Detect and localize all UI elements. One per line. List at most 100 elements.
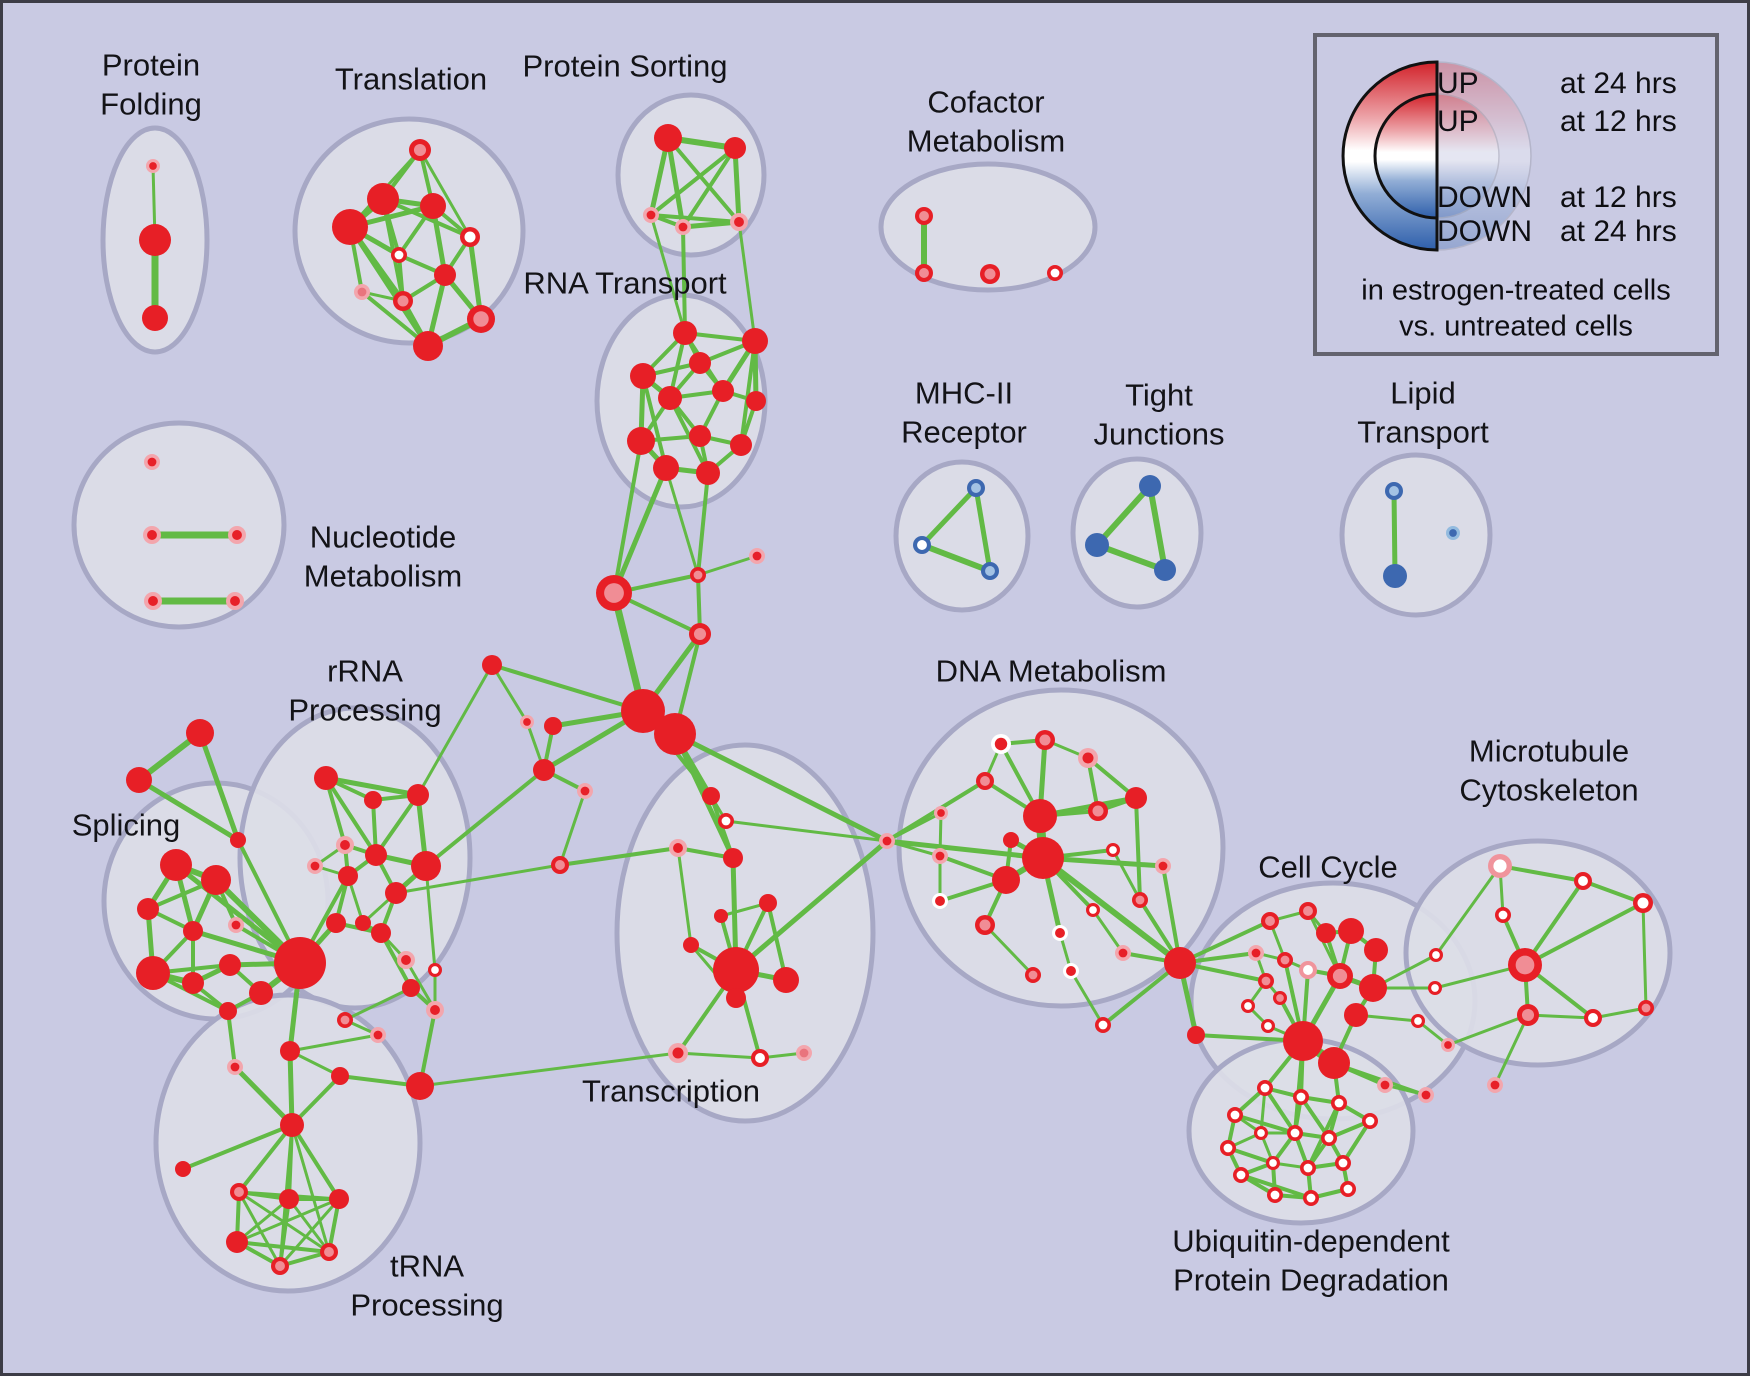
node-j3 [1154,559,1176,581]
cluster-lipid-transport-ellipse [1339,452,1493,618]
node-cc4 [1338,918,1364,944]
cluster-translation-label-line0: Translation [335,62,487,97]
edge-ub5-ub13 [1341,1119,1372,1165]
node-ub7 [1254,1126,1268,1140]
legend-glyph-left-half [1341,60,1439,252]
edge-x2-x3 [136,777,241,843]
node-r10 [730,434,752,456]
node-rr4 [336,836,354,854]
node-d18 [1115,945,1131,961]
node-s4 [675,219,691,235]
node-mc6 [1633,893,1653,913]
node-d10 [1106,843,1120,857]
node-mc3 [1508,948,1542,982]
node-mc10 [1487,1077,1503,1093]
edge-dg2-d19 [1040,855,1183,966]
node-hbs1 [690,567,706,583]
node-n2 [143,526,161,544]
node-rr11 [355,915,371,931]
cluster-protein-folding-label-line0: Protein [102,48,200,83]
node-ub10 [1233,1167,1249,1183]
node-x2 [126,767,152,793]
node-r8 [689,425,711,447]
node-nd2 [520,715,534,729]
edge-rr3-rr6 [374,793,420,857]
node-hbs2 [749,548,765,564]
node-tx11 [751,1049,769,1067]
edge-hbs1-hbs2 [696,554,759,577]
node-t11 [413,331,443,361]
node-t2 [367,183,399,215]
node-r2 [742,328,768,354]
node-tc0 [280,1041,300,1061]
edge-rr12-rb3 [379,931,413,990]
edge-r11-hbg [611,465,669,596]
node-d24 [1095,1017,1111,1033]
node-d5 [934,806,948,820]
node-d22 [1187,1026,1205,1044]
edge-s1-s4 [665,135,686,230]
node-cc20 [1441,1038,1455,1052]
cluster-microtubule-cytoskeleton-label-line0: Microtubule [1469,734,1629,769]
node-t3 [420,193,446,219]
node-dg1 [1023,799,1057,833]
node-cc1 [1261,912,1279,930]
cluster-mhc-ii-receptor-label-line0: MHC-II [915,376,1013,411]
node-t5 [460,227,480,247]
node-d17 [1052,925,1068,941]
node-c4 [1047,265,1063,281]
edge-rb2-tc0 [288,1033,380,1053]
cluster-nucleotide-metabolism-label-line0: Nucleotide [310,520,456,555]
edge-tx3-tx7 [676,846,693,947]
node-r3 [689,352,711,374]
node-mc8 [1638,1000,1654,1016]
node-d2 [1035,730,1055,750]
cluster-nucleotide-metabolism-ellipse [71,420,287,630]
edge-s2-s5 [732,145,742,225]
node-t9 [393,291,413,311]
edge-thub-tc4 [181,1123,294,1171]
edge-rr1-rr3 [323,775,421,798]
node-r1 [673,321,697,345]
cluster-cofactor-metabolism-ellipse [878,161,1098,293]
edge-m1-m3 [973,485,993,574]
legend-footer-line2: vs. untreated cells [1399,310,1633,343]
node-cc9 [1327,963,1353,989]
node-d6 [1125,787,1147,809]
node-d15 [975,915,995,935]
edge-nd1-nd2 [490,663,529,724]
node-rb3 [402,979,420,997]
node-j1 [1139,475,1161,497]
cluster-lipid-transport-label-line1: Transport [1357,415,1489,450]
node-rb2 [370,1027,386,1043]
edge-r12-hbs1 [696,471,710,577]
edge-h4-h5 [235,1240,331,1254]
cluster-labels: Protein Folding Translation Protein Sorting… [72,48,1639,1323]
cluster-rrna-processing-ellipse [237,705,473,1011]
node-thub [280,1113,304,1137]
node-tx5 [714,909,728,923]
node-ub5 [1362,1113,1378,1129]
edge-mc3-mc5 [1523,879,1585,967]
node-h2 [279,1189,299,1209]
edge-tx6-tx9 [766,901,788,982]
edge-thub-h3 [290,1123,341,1201]
edge-d16-d18 [1091,908,1125,955]
network-nodes [126,124,1654,1275]
edge-hl4-tx3 [558,846,680,867]
node-sp8 [219,954,241,976]
cluster-dna-metabolism-label-line0: DNA Metabolism [936,654,1167,689]
edge-dcon-dg2 [884,838,1046,861]
node-rr13 [397,951,415,969]
edge-d19-d24 [1101,961,1182,1027]
node-ub4 [1331,1095,1347,1111]
node-n5 [226,592,244,610]
node-sp5 [228,917,244,933]
cluster-tight-junctions-label-line1: Junctions [1094,417,1225,452]
node-l2 [1446,526,1460,540]
node-ub12 [1300,1160,1316,1176]
node-rr9 [385,882,407,904]
legend-row-down-24-time: at 24 hrs [1560,215,1677,248]
node-r7 [746,391,766,411]
legend-updown-glyph [1341,60,1532,252]
